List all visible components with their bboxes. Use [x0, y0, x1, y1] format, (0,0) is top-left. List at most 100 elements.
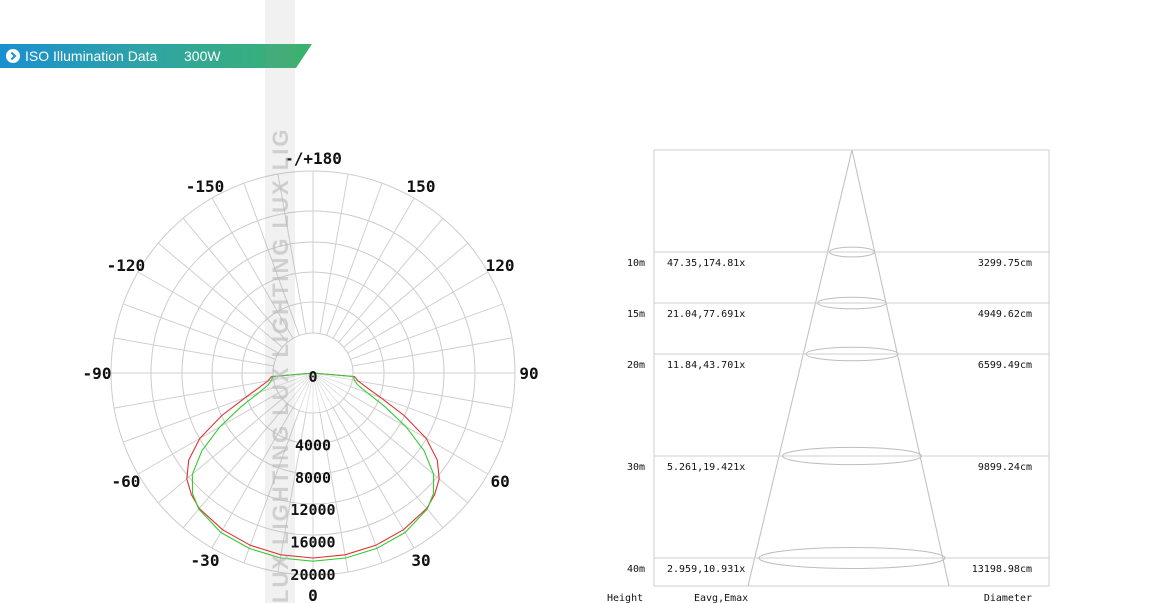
- series-line-2: [191, 372, 435, 562]
- watermark-band: [265, 0, 295, 603]
- grid-inner-spoke: [312, 372, 344, 400]
- grid-spoke: [350, 386, 503, 443]
- header-banner: ISO Illumination Data 300W: [0, 44, 312, 68]
- grid-spoke: [113, 337, 274, 367]
- polar-labels: -/+180 -150 150 -120 120 -90 90 -60 60 -30 30 0 0 400…: [83, 149, 539, 603]
- banner-background: [0, 44, 312, 68]
- series-line-1: [186, 372, 440, 559]
- grid-inner-spoke: [292, 372, 314, 408]
- grid-spoke: [157, 398, 283, 504]
- angle-label: 90: [519, 364, 538, 383]
- angle-label: -/+180: [284, 149, 342, 168]
- banner-power: 300W: [184, 48, 221, 64]
- row-diameter: 4949.62cm: [978, 309, 1032, 320]
- grid-spoke: [350, 303, 503, 360]
- cone-row: 30m 5.261,19.421x 9899.24cm: [627, 446, 1049, 473]
- beam-ellipse: [782, 446, 922, 466]
- grid-spoke: [137, 392, 279, 475]
- grid-inner-spoke: [312, 372, 321, 413]
- grid-inner-spoke: [286, 372, 314, 404]
- grid-spoke: [182, 403, 288, 529]
- grid-spoke: [123, 303, 276, 360]
- angle-label: 150: [407, 177, 436, 196]
- grid-spoke: [123, 386, 276, 443]
- beam-ellipse: [829, 246, 875, 258]
- grid-spoke: [332, 197, 415, 339]
- radial-label: 8000: [295, 469, 331, 487]
- row-height: 10m: [627, 258, 645, 269]
- grid-inner-spoke: [273, 372, 314, 381]
- grid-spoke: [182, 217, 288, 343]
- beam-ellipse: [805, 346, 899, 362]
- cone-edge-right: [851, 149, 950, 587]
- polar-grid: [110, 170, 516, 576]
- grid-spoke: [343, 398, 469, 504]
- row-height: 30m: [627, 462, 645, 473]
- grid-spoke: [277, 412, 307, 573]
- cone-rows: 10m 47.35,174.81x 3299.75cm 15m 21.04,77.691…: [627, 246, 1049, 575]
- polar-series: [186, 372, 440, 562]
- cone-row: 20m 11.84,43.701x 6599.49cm: [627, 346, 1049, 371]
- watermark: LUX LIGHTING LUX LIGHTING LUX LIG: [265, 0, 295, 603]
- cone-row: 15m 21.04,77.691x 4949.62cm: [627, 296, 1049, 320]
- grid-spoke: [211, 197, 294, 339]
- angle-label: 60: [490, 472, 509, 491]
- grid-inner-spoke: [312, 372, 348, 394]
- grid-spoke: [157, 242, 283, 348]
- grid-spoke: [343, 242, 469, 348]
- row-diameter: 13198.98cm: [972, 564, 1032, 575]
- banner-title: ISO Illumination Data: [25, 48, 158, 64]
- radial-label: 4000: [295, 436, 331, 454]
- beam-ellipse: [817, 296, 887, 310]
- grid-spoke: [352, 379, 513, 409]
- row-eavg-emax: 2.959,10.931x: [667, 564, 745, 575]
- angle-label: -30: [191, 551, 220, 570]
- row-height: 15m: [627, 309, 645, 320]
- grid-spoke: [319, 412, 349, 573]
- angle-label: 30: [411, 551, 430, 570]
- grid-inner-spoke: [278, 372, 314, 394]
- grid-inner-spoke: [312, 372, 334, 408]
- radial-label: 16000: [290, 534, 335, 552]
- radial-label: 12000: [290, 501, 335, 519]
- radial-label: 20000: [290, 566, 335, 584]
- grid-spoke: [332, 407, 415, 549]
- grid-inner-spoke: [312, 372, 351, 388]
- angle-label: -90: [83, 364, 112, 383]
- grid-spoke: [338, 403, 444, 529]
- cone-diagram: 10m 47.35,174.81x 3299.75cm 15m 21.04,77.691…: [607, 149, 1050, 603]
- angle-label: 0: [308, 586, 318, 603]
- grid-spoke: [243, 183, 300, 336]
- grid-spoke: [326, 183, 383, 336]
- cone-row: 10m 47.35,174.81x 3299.75cm: [627, 246, 1049, 269]
- grid-inner-spoke: [275, 372, 314, 388]
- angle-label: -60: [111, 472, 140, 491]
- row-eavg-emax: 11.84,43.701x: [667, 360, 745, 371]
- row-diameter: 9899.24cm: [978, 462, 1032, 473]
- beam-ellipse: [758, 547, 946, 569]
- grid-spoke: [113, 379, 274, 409]
- grid-inner-spoke: [312, 372, 340, 404]
- footer-diameter-label: Diameter: [984, 593, 1032, 603]
- row-eavg-emax: 5.261,19.421x: [667, 462, 745, 473]
- polar-chart: -/+180 -150 150 -120 120 -90 90 -60 60 -30 30 0 0 400…: [83, 149, 539, 603]
- cone-row: 40m 2.959,10.931x 13198.98cm: [627, 547, 1049, 575]
- row-diameter: 3299.75cm: [978, 258, 1032, 269]
- grid-spoke: [326, 410, 383, 563]
- row-diameter: 6599.49cm: [978, 360, 1032, 371]
- angle-label: 120: [486, 256, 515, 275]
- grid-spoke: [243, 410, 300, 563]
- cone-edge-left: [747, 149, 853, 587]
- footer-eavg-label: Eavg,Emax: [694, 593, 748, 603]
- row-height: 40m: [627, 564, 645, 575]
- grid-inner-spoke: [305, 372, 314, 413]
- row-eavg-emax: 21.04,77.691x: [667, 309, 745, 320]
- grid-spoke: [338, 217, 444, 343]
- grid-spoke: [277, 173, 307, 334]
- grid-inner-spoke: [282, 372, 314, 400]
- row-height: 20m: [627, 360, 645, 371]
- grid-spoke: [347, 271, 489, 354]
- watermark-text: LUX LIGHTING LUX LIGHTING LUX LIG: [268, 127, 293, 603]
- grid-spoke: [347, 392, 489, 475]
- angle-label: -120: [107, 256, 146, 275]
